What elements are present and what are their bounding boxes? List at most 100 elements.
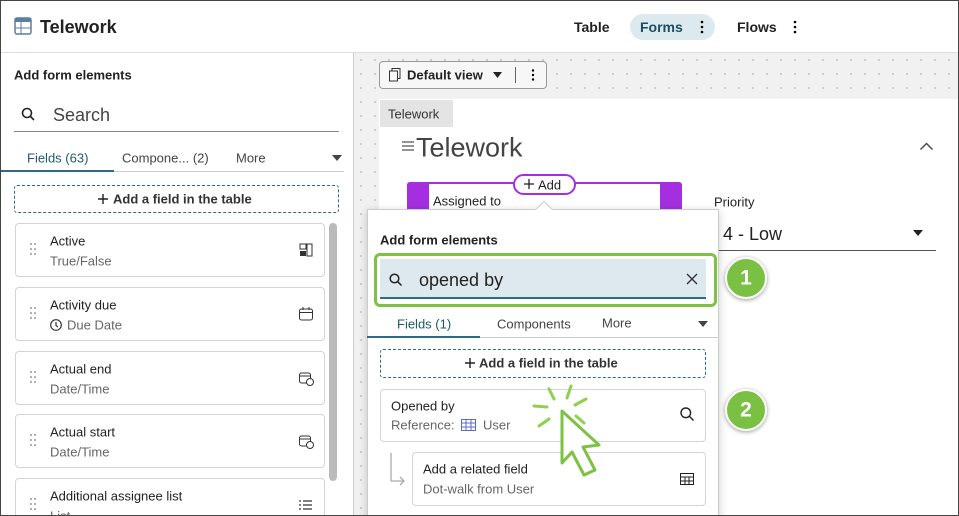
table-icon: [680, 473, 694, 485]
callout-badge: [725, 257, 767, 299]
collapse-chevron[interactable]: [920, 142, 933, 150]
tab[interactable]: Compone... (2): [122, 150, 209, 166]
callout-badge: [725, 389, 767, 431]
plus-icon: [98, 194, 108, 204]
active-tab-underline: [1, 170, 114, 172]
view-selector[interactable]: [379, 61, 547, 89]
field-name: Additional assignee list: [50, 488, 183, 504]
result-type-prefix: Reference:: [391, 417, 455, 433]
caret[interactable]: [913, 230, 923, 236]
search-input[interactable]: [380, 259, 706, 299]
tab[interactable]: Fields (63): [27, 150, 89, 166]
field-type: True/False: [50, 253, 112, 269]
field-type: Due Date: [67, 317, 122, 333]
field-name: Actual start: [50, 424, 116, 440]
drag-handle: [402, 141, 414, 151]
field-type: Date/Time: [50, 444, 110, 460]
nav-tab[interactable]: Forms: [640, 19, 683, 35]
sidebar-title: Add form elements: [14, 67, 132, 83]
drag-handle[interactable]: [30, 434, 36, 447]
field-name: Actual end: [50, 361, 112, 377]
top-bar: [1, 1, 958, 53]
tab-underline: [1, 171, 344, 172]
clock-icon: [50, 319, 62, 331]
search-underline: [14, 131, 339, 132]
form-tab-label: Telework: [388, 106, 440, 122]
table-icon: [461, 419, 476, 431]
result-name: Opened by: [391, 398, 455, 414]
caret[interactable]: [332, 155, 342, 161]
result-type: User: [483, 417, 511, 433]
plus-icon: [465, 358, 475, 368]
add-field-button[interactable]: [14, 185, 339, 213]
field-name: Activity due: [50, 297, 117, 313]
popup-title: Add form elements: [380, 232, 498, 248]
field-underline: [714, 250, 936, 251]
form-tab[interactable]: [380, 100, 453, 127]
kebab-icon[interactable]: [531, 69, 535, 81]
field-card[interactable]: [15, 223, 325, 277]
view-icon: [389, 68, 401, 82]
result-card[interactable]: [380, 389, 706, 442]
add-field-label: Add a field in the table: [479, 355, 618, 371]
field-card[interactable]: [15, 287, 325, 341]
field-card[interactable]: [15, 351, 325, 405]
tab-underline: [367, 337, 718, 338]
field-type-icon: [299, 372, 314, 386]
kebab-icon[interactable]: [793, 20, 797, 34]
drag-handle[interactable]: [30, 307, 36, 320]
field-type: List: [50, 508, 71, 516]
table-icon: [14, 17, 32, 35]
field-value[interactable]: 4 - Low: [723, 224, 783, 244]
field-type-icon: [299, 500, 312, 510]
field-card[interactable]: [15, 478, 325, 515]
clear-icon[interactable]: [686, 273, 698, 285]
tab[interactable]: Components: [497, 316, 571, 332]
active-tab-underline: [367, 336, 480, 338]
app-title: Telework: [40, 17, 117, 37]
field-label: Priority: [714, 194, 755, 210]
tab[interactable]: More: [236, 150, 266, 166]
add-pill-label: Add: [538, 177, 562, 193]
drag-handle[interactable]: [30, 243, 36, 256]
add-field-label: Add a field in the table: [113, 191, 252, 207]
connector: [390, 453, 405, 486]
drag-handle[interactable]: [30, 498, 36, 511]
search-icon[interactable]: [680, 407, 694, 421]
callout-number: 1: [740, 266, 752, 290]
field-type: Date/Time: [50, 381, 110, 397]
add-field-button[interactable]: [380, 349, 706, 378]
field-type-icon: [299, 435, 314, 449]
field-card[interactable]: [15, 414, 325, 468]
field-name: Active: [50, 233, 86, 249]
caret[interactable]: [698, 321, 708, 327]
tab[interactable]: More: [602, 315, 632, 331]
kebab-icon[interactable]: [700, 20, 704, 34]
caret: [493, 72, 502, 78]
search-value: opened by: [419, 270, 504, 290]
field-type-icon: [299, 307, 313, 321]
field-type-icon: [299, 243, 313, 257]
form-title: Telework: [416, 132, 523, 163]
nav-tab[interactable]: Flows: [737, 19, 777, 35]
tab[interactable]: Fields (1): [397, 316, 452, 332]
field-label: Assigned to: [433, 193, 501, 209]
drag-handle[interactable]: [30, 371, 36, 384]
highlight-outline: [374, 253, 717, 307]
scrollbar[interactable]: [329, 223, 337, 481]
search-icon: [389, 273, 403, 287]
sidebar: [1, 53, 354, 515]
separator: [515, 67, 516, 83]
search-icon: [21, 107, 35, 121]
callout-number: 2: [740, 398, 752, 422]
cursor: [560, 409, 601, 477]
plus-icon: [524, 179, 534, 189]
related-name: Add a related field: [423, 461, 528, 477]
related-detail: Dot-walk from User: [423, 481, 535, 497]
view-name[interactable]: Default view: [407, 67, 483, 83]
related-card[interactable]: [412, 452, 706, 506]
nav-tab[interactable]: Table: [574, 19, 610, 35]
search-input[interactable]: Search: [53, 105, 111, 125]
